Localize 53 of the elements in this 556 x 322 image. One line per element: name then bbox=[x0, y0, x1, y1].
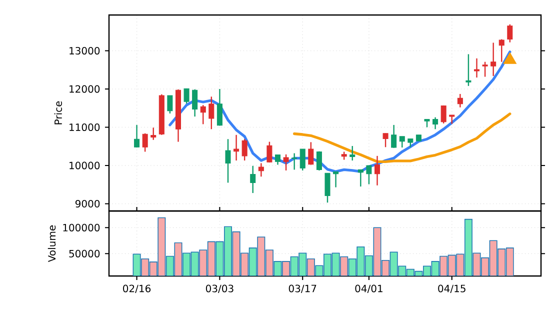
candlestick bbox=[432, 116, 438, 130]
candlestick bbox=[498, 38, 504, 62]
candlestick bbox=[366, 164, 372, 185]
candlestick bbox=[292, 152, 298, 170]
candlestick bbox=[142, 132, 148, 152]
candlestick bbox=[283, 154, 289, 172]
candlestick bbox=[324, 172, 330, 204]
x-tick-label: 04/01 bbox=[355, 284, 382, 294]
x-tick-label: 02/16 bbox=[123, 284, 151, 294]
candlestick bbox=[507, 24, 513, 43]
candlestick bbox=[242, 138, 248, 162]
candlestick bbox=[225, 138, 231, 184]
candlestick bbox=[333, 171, 339, 188]
candlestick bbox=[134, 124, 140, 148]
candlestick bbox=[208, 96, 214, 130]
y-axis-title: Volume bbox=[48, 225, 56, 262]
y-tick-label: 9000 bbox=[75, 200, 100, 208]
candlestick bbox=[490, 42, 496, 77]
candlestick bbox=[150, 127, 156, 140]
candlestick bbox=[234, 134, 240, 162]
y-tick-label: 50000 bbox=[69, 250, 100, 258]
candlestick bbox=[200, 104, 206, 125]
x-tick-label: 03/03 bbox=[206, 284, 234, 294]
candlestick bbox=[350, 145, 356, 162]
candlestick bbox=[216, 88, 222, 126]
candlestick bbox=[258, 162, 264, 178]
candlestick bbox=[466, 54, 472, 87]
candlestick bbox=[440, 104, 446, 124]
candlestick bbox=[482, 61, 488, 78]
x-tick-label: 04/15 bbox=[438, 284, 466, 294]
y-tick-label: 13000 bbox=[70, 46, 100, 55]
y-tick-label: 11000 bbox=[70, 123, 100, 132]
x-tick-label: 03/17 bbox=[288, 284, 316, 294]
candlestick bbox=[316, 150, 322, 172]
candlestick bbox=[167, 94, 173, 114]
y-tick-label: 12000 bbox=[70, 85, 100, 93]
candlestick bbox=[308, 142, 314, 166]
candlestick bbox=[382, 132, 388, 148]
candlestick bbox=[374, 155, 380, 186]
candlestick bbox=[184, 88, 190, 104]
candlestick bbox=[391, 124, 397, 148]
y-axis-title: Price bbox=[54, 101, 62, 124]
candlestick bbox=[457, 93, 463, 108]
candlestick bbox=[250, 165, 256, 194]
candlestick bbox=[300, 148, 306, 172]
candlestick bbox=[192, 88, 198, 118]
candlestick bbox=[474, 58, 480, 78]
y-tick-label: 100000 bbox=[63, 224, 100, 232]
y-tick-label: 10000 bbox=[70, 162, 100, 170]
candlestick bbox=[266, 141, 272, 164]
candlestick bbox=[399, 136, 405, 148]
candlestick bbox=[358, 169, 364, 188]
candlestick bbox=[274, 154, 280, 166]
